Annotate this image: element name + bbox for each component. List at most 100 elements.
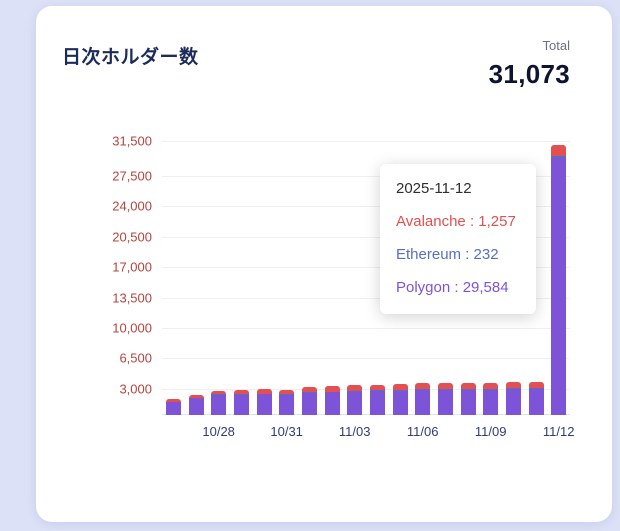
bar-segment-avalanche xyxy=(347,385,363,391)
y-axis-tick-label: 13,500 xyxy=(112,290,152,306)
bar-segment-ethereum xyxy=(279,393,295,395)
bar-segment-polygon xyxy=(505,389,521,415)
tooltip-item-ethereum: Ethereum : 232 xyxy=(396,246,499,263)
bar-10-26[interactable] xyxy=(165,399,181,415)
bar-11-04[interactable] xyxy=(369,384,385,415)
bar-segment-polygon xyxy=(279,394,295,415)
bar-segment-ethereum xyxy=(233,394,249,395)
bar-segment-polygon xyxy=(324,392,340,415)
bar-segment-polygon xyxy=(415,390,431,415)
x-axis-tick-label: 11/09 xyxy=(474,424,507,439)
gridline xyxy=(162,175,570,177)
bar-11-09[interactable] xyxy=(483,382,499,415)
bar-segment-avalanche xyxy=(301,387,317,393)
gridline xyxy=(162,297,570,299)
bar-segment-ethereum xyxy=(528,388,544,390)
total-block: Total 31,073 xyxy=(489,38,570,90)
bar-segment-avalanche xyxy=(324,386,340,392)
bar-segment-ethereum xyxy=(369,390,385,392)
total-value: 31,073 xyxy=(488,59,570,89)
bar-11-02[interactable] xyxy=(324,386,340,415)
bar-segment-ethereum xyxy=(483,388,499,390)
x-axis-tick-label: 10/28 xyxy=(202,424,235,439)
gridline xyxy=(162,388,570,390)
bar-segment-ethereum xyxy=(301,392,317,393)
gridline xyxy=(162,206,570,208)
chart-tooltip: 2025-11-12 Avalanche : 1,257 Ethereum : 2… xyxy=(380,164,536,314)
bar-10-29[interactable] xyxy=(233,389,249,415)
bar-segment-polygon xyxy=(483,389,499,415)
bar-11-10[interactable] xyxy=(505,382,521,415)
x-axis-tick-label: 11/12 xyxy=(542,424,575,439)
x-axis-tick-label: 10/31 xyxy=(270,424,303,439)
bar-segment-polygon xyxy=(188,398,204,415)
bar-segment-polygon xyxy=(256,394,272,415)
bar-segment-ethereum xyxy=(256,393,272,395)
bar-segment-polygon xyxy=(369,391,385,415)
bar-segment-avalanche xyxy=(211,390,227,395)
bar-11-01[interactable] xyxy=(301,387,317,415)
bar-11-11[interactable] xyxy=(528,382,544,415)
bar-segment-avalanche xyxy=(460,382,476,389)
tooltip-date: 2025-11-12 xyxy=(396,180,472,197)
bar-10-28[interactable] xyxy=(211,390,227,415)
y-axis-tick-label: 31,500 xyxy=(112,133,152,149)
bar-10-30[interactable] xyxy=(256,389,272,415)
bar-11-05[interactable] xyxy=(392,384,408,415)
gridline xyxy=(162,236,570,238)
gridline xyxy=(162,358,570,360)
x-axis-tick-label: 11/06 xyxy=(406,424,439,439)
bar-segment-avalanche xyxy=(188,394,204,398)
bar-10-27[interactable] xyxy=(188,394,204,415)
bar-segment-polygon xyxy=(460,389,476,415)
chart-title: 日次ホルダー数 xyxy=(62,47,199,68)
bar-11-06[interactable] xyxy=(415,383,431,415)
bar-segment-polygon xyxy=(551,157,567,415)
bar-11-12[interactable] xyxy=(551,144,567,415)
bar-segment-polygon xyxy=(165,401,181,415)
bar-segment-avalanche xyxy=(528,382,544,389)
tooltip-item-polygon: Polygon : 29,584 xyxy=(396,279,509,296)
bar-segment-polygon xyxy=(392,390,408,415)
y-axis-tick-label: 27,500 xyxy=(112,168,152,184)
bar-segment-avalanche xyxy=(279,389,295,394)
tooltip-item-avalanche: Avalanche : 1,257 xyxy=(396,213,516,230)
bar-segment-ethereum xyxy=(324,391,340,393)
bar-segment-polygon xyxy=(233,394,249,415)
bar-segment-avalanche xyxy=(256,389,272,394)
total-label: Total xyxy=(542,38,570,53)
chart-card: 日次ホルダー数 Total 31,073 3,000 6,500 10,000 13,… xyxy=(36,6,612,522)
bar-segment-polygon xyxy=(211,394,227,415)
bar-10-31[interactable] xyxy=(279,389,295,415)
bar-segment-ethereum xyxy=(460,388,476,390)
bar-segment-ethereum xyxy=(347,390,363,392)
x-axis-line xyxy=(162,414,570,415)
bar-11-03[interactable] xyxy=(347,385,363,415)
bar-11-07[interactable] xyxy=(437,383,453,415)
y-axis-tick-label: 17,000 xyxy=(112,259,152,275)
y-axis-tick-label: 10,000 xyxy=(112,320,152,336)
chart-plot: 3,000 6,500 10,000 13,500 17,000 20,500 24,000… xyxy=(112,134,574,440)
bar-segment-avalanche xyxy=(392,384,408,390)
x-axis-tick-label: 11/03 xyxy=(338,424,371,439)
bar-segment-ethereum xyxy=(505,388,521,390)
bar-segment-polygon xyxy=(528,389,544,415)
bar-segment-avalanche xyxy=(437,383,453,390)
bar-segment-ethereum xyxy=(415,389,431,391)
bar-segment-ethereum xyxy=(211,394,227,395)
y-axis-tick-label: 20,500 xyxy=(112,229,152,245)
bar-segment-polygon xyxy=(437,390,453,415)
tooltip-items: Avalanche : 1,257 Ethereum : 232 Polygon :… xyxy=(396,213,516,296)
gridline xyxy=(162,328,570,330)
bar-segment-ethereum xyxy=(551,155,567,158)
y-axis-tick-label: 3,000 xyxy=(119,381,152,397)
bar-segment-avalanche xyxy=(505,382,521,389)
y-axis-tick-label: 6,500 xyxy=(119,350,152,366)
bar-11-08[interactable] xyxy=(460,382,476,415)
bar-segment-avalanche xyxy=(483,382,499,389)
y-axis-tick-label: 24,000 xyxy=(112,198,152,214)
gridline xyxy=(162,141,570,142)
bar-segment-avalanche xyxy=(165,399,181,402)
bar-segment-avalanche xyxy=(369,384,385,391)
